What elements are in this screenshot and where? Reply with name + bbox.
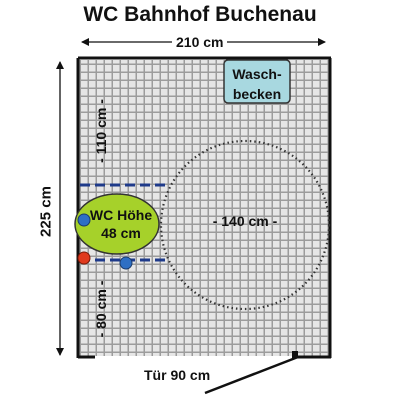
turning-circle-label: - 140 cm - bbox=[212, 213, 278, 229]
clearance-bottom-label: - 80 cm - bbox=[93, 280, 109, 338]
bar-button-icon bbox=[119, 256, 133, 270]
sink bbox=[223, 59, 291, 104]
room-walls bbox=[76, 56, 332, 359]
wc-label-line1: WC Höhe bbox=[89, 207, 153, 223]
door-label: Tür 90 cm bbox=[144, 367, 211, 383]
sink-label-line1: Wasch- bbox=[232, 66, 282, 82]
height-label: 225 cm bbox=[37, 181, 55, 242]
wc-label-line2: 48 cm bbox=[101, 225, 141, 241]
page-title: WC Bahnhof Buchenau bbox=[83, 3, 317, 26]
door-leaf bbox=[204, 355, 299, 395]
sink-label: Wasch- becken bbox=[226, 64, 288, 104]
door-hinge bbox=[292, 351, 298, 358]
sink-label-line2: becken bbox=[232, 86, 282, 102]
width-label: 210 cm bbox=[172, 34, 228, 50]
emergency-button-icon bbox=[77, 251, 91, 265]
flush-button-icon bbox=[77, 213, 91, 227]
clearance-top-label: - 110 cm - bbox=[93, 99, 109, 163]
turning-circle bbox=[159, 139, 331, 311]
wc-label: WC Höhe 48 cm bbox=[77, 206, 165, 242]
wc-toilet bbox=[74, 193, 160, 255]
